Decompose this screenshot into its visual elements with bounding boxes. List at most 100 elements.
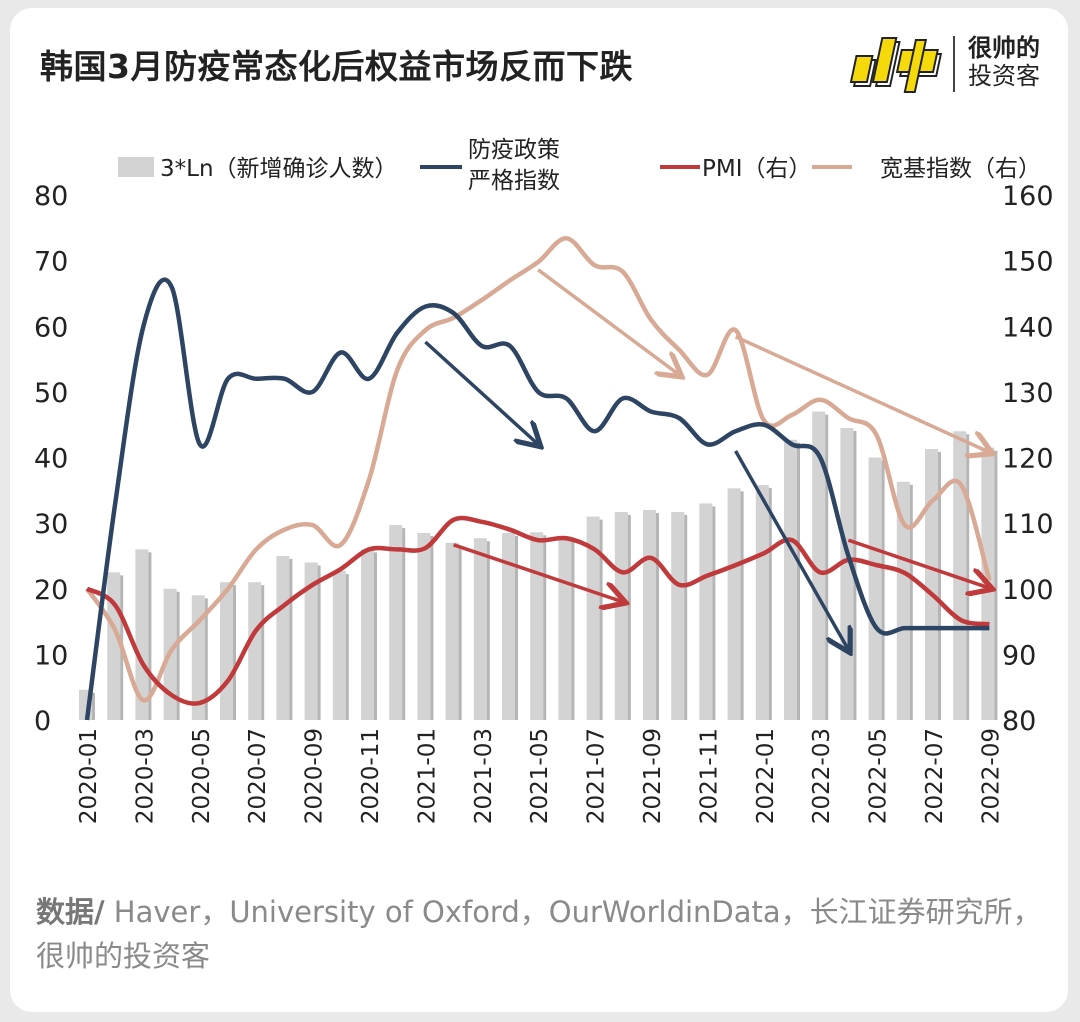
bar-2021-02: [445, 542, 459, 720]
logo-line-2: 投资客: [968, 62, 1040, 90]
left-tick-label: 40: [34, 444, 68, 475]
right-tick-label: 160: [1002, 181, 1054, 212]
bar-shadow-2022-02: [797, 442, 800, 720]
bar-shadow-2022-01: [768, 488, 772, 720]
right-tick-label: 110: [1002, 509, 1054, 540]
brand-logo: 很帅的 投资客: [848, 30, 1058, 100]
x-tick-label: 2020-11: [358, 728, 384, 824]
legend-label-broad: 宽基指数（右）: [880, 156, 1041, 182]
left-tick-label: 50: [34, 378, 68, 409]
bar-2020-12: [389, 525, 403, 720]
bar-shadow-2021-11: [712, 506, 716, 720]
bar-2022-01: [755, 485, 769, 720]
bar-2020-02: [107, 572, 121, 720]
x-tick-label: 2020-07: [245, 728, 271, 824]
left-tick-label: 0: [34, 706, 51, 737]
source-label: 数据/: [36, 895, 105, 929]
bar-2021-04: [502, 532, 515, 720]
x-axis: 2020-01 2020-03 2020-05 2020-07 2020-09 2020-…: [76, 728, 1004, 824]
bar-shadow-2020-12: [402, 528, 406, 720]
logo-line-1: 很帅的: [968, 34, 1040, 62]
bar-2021-07: [586, 516, 600, 720]
bar-2022-04: [840, 427, 854, 720]
legend-swatch-bars: [118, 157, 154, 177]
line-series: [84, 236, 992, 721]
x-tick-label: 2021-11: [696, 728, 722, 824]
bar-shadow-2020-11: [374, 552, 377, 720]
bar-2021-03: [473, 538, 487, 720]
stringency-line: [84, 277, 990, 721]
x-tick-label: 2020-03: [132, 728, 158, 824]
trend-arrow-navy: [424, 340, 538, 444]
x-tick-label: 2021-05: [527, 728, 553, 824]
bar-2021-12: [727, 488, 741, 720]
x-tick-label: 2021-01: [414, 728, 440, 824]
logo-mark-icon: [849, 37, 943, 93]
bar-2021-10: [671, 511, 685, 720]
x-tick-label: 2022-01: [753, 728, 779, 824]
x-tick-label: 2022-07: [922, 728, 948, 824]
legend-label-stringency-2: 严格指数: [468, 168, 560, 194]
bar-2020-03: [135, 549, 149, 720]
trend-arrow-navy: [734, 450, 849, 650]
left-tick-label: 20: [34, 575, 68, 606]
bar-shadow-2021-04: [515, 535, 518, 720]
left-tick-label: 60: [34, 312, 68, 343]
bar-shadow-2021-05: [543, 535, 547, 720]
bar-shadow-2020-08: [289, 558, 293, 720]
trend-arrow-red: [453, 543, 623, 602]
chart-card: [10, 8, 1068, 1012]
bar-2020-11: [361, 549, 374, 720]
bar-2021-08: [614, 511, 628, 720]
right-tick-label: 90: [1002, 640, 1036, 671]
right-tick-label: 130: [1002, 378, 1054, 409]
bar-shadow-2022-07: [938, 451, 941, 720]
source-note: 数据/ Haver，University of Oxford，OurWorldi…: [36, 890, 1046, 978]
x-tick-label: 2022-03: [809, 728, 835, 824]
bar-shadow-2022-08: [966, 434, 970, 720]
right-axis: 80 90 100 110 120 130 140 150 160: [1002, 181, 1054, 737]
right-tick-label: 150: [1002, 247, 1054, 278]
legend-label-stringency-1: 防疫政策: [468, 137, 560, 163]
x-tick-label: 2022-09: [978, 728, 1004, 824]
bar-shadow-2021-12: [740, 491, 744, 720]
bar-2020-10: [332, 571, 346, 720]
legend: 3*Ln（新增确诊人数） 防疫政策 严格指数 PMI（右） 宽基指数（右）: [118, 137, 1041, 194]
bar-shadow-2022-09: [994, 450, 998, 720]
x-tick-label: 2020-09: [302, 728, 328, 824]
bar-shadow-2021-07: [599, 519, 603, 720]
bar-2021-09: [643, 510, 656, 720]
x-tick-label: 2020-05: [189, 728, 215, 824]
x-tick-label: 2021-07: [584, 728, 610, 824]
legend-label-pmi: PMI（右）: [702, 156, 812, 182]
bar-2020-09: [304, 562, 318, 720]
bar-2021-06: [558, 536, 572, 720]
bar-shadow-2020-09: [317, 565, 321, 720]
bar-2021-01: [417, 532, 431, 720]
right-tick-label: 80: [1002, 706, 1036, 737]
bar-shadow-2022-06: [909, 484, 913, 720]
bar-shadow-2020-01: [92, 692, 95, 720]
legend-label-bars: 3*Ln（新增确诊人数）: [160, 156, 398, 182]
source-text: Haver，University of Oxford，OurWorldinDat…: [36, 895, 1042, 973]
bar-shadow-2020-05: [204, 598, 208, 720]
bar-2022-07: [925, 448, 938, 720]
trend-arrow-tan: [734, 335, 990, 453]
bar-2022-08: [953, 431, 967, 720]
bar-shadow-2020-06: [233, 585, 236, 720]
left-tick-label: 10: [34, 640, 68, 671]
logo-divider: [953, 36, 955, 92]
x-tick-label: 2022-05: [866, 728, 892, 824]
bar-2020-08: [276, 555, 290, 720]
left-tick-label: 70: [34, 247, 68, 278]
bar-2022-09: [981, 447, 995, 720]
broad-index-line: [85, 236, 992, 703]
bar-shadow-2021-03: [486, 541, 490, 720]
bar-shadow-2021-10: [684, 514, 688, 720]
x-tick-label: 2020-01: [76, 728, 102, 824]
bar-2022-02: [784, 439, 797, 720]
left-tick-label: 30: [34, 509, 68, 540]
bar-shadow-2022-03: [825, 414, 829, 720]
right-tick-label: 140: [1002, 312, 1054, 343]
